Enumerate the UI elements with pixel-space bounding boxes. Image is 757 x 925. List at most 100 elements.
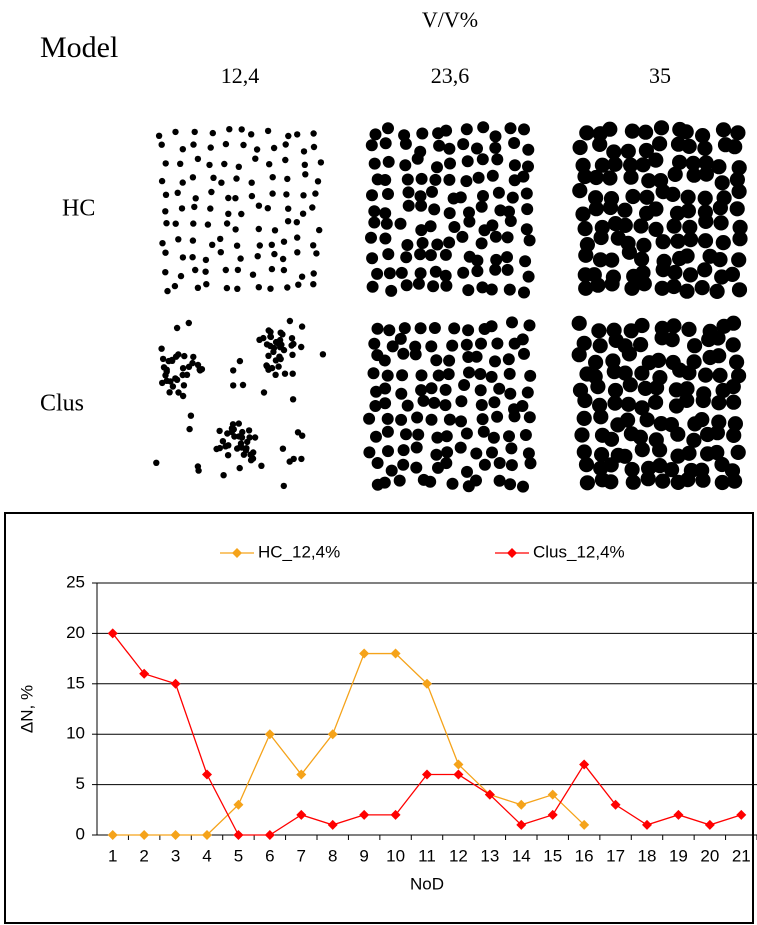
particle	[366, 252, 379, 265]
particle	[415, 172, 428, 185]
particle	[485, 283, 498, 296]
particle	[270, 144, 278, 152]
particle	[712, 200, 729, 216]
column-label: 23,6	[431, 63, 470, 88]
particle	[709, 444, 725, 461]
particle	[280, 266, 288, 274]
particle	[724, 266, 741, 282]
particle	[638, 124, 654, 140]
x-tick-label: 3	[171, 846, 180, 865]
particle	[654, 280, 670, 296]
particle	[607, 156, 623, 172]
particle	[635, 157, 651, 173]
particle	[680, 203, 697, 219]
particle	[711, 395, 727, 411]
particle	[620, 396, 637, 412]
particle	[501, 251, 513, 264]
particle	[588, 201, 604, 217]
point	[170, 830, 181, 840]
particle	[732, 219, 748, 235]
particle	[633, 337, 649, 353]
particle	[521, 386, 534, 399]
particle	[267, 342, 274, 350]
particle	[665, 186, 681, 202]
particle	[298, 273, 306, 280]
particle	[461, 155, 474, 168]
particle	[602, 199, 619, 216]
particle	[443, 236, 456, 249]
particle	[379, 207, 392, 220]
particle	[192, 266, 199, 274]
particle	[652, 136, 668, 152]
particle	[282, 156, 289, 164]
particle	[428, 203, 441, 216]
particle	[232, 226, 239, 233]
particle	[633, 218, 649, 234]
particle	[731, 160, 747, 176]
particle	[386, 340, 399, 353]
x-tick-label: 17	[606, 846, 625, 865]
particle	[516, 400, 529, 412]
point	[390, 809, 401, 820]
particle	[666, 318, 682, 334]
particle	[687, 338, 703, 354]
particle	[171, 282, 179, 290]
particle	[221, 160, 228, 168]
particle	[685, 155, 701, 171]
particle	[206, 161, 213, 169]
x-tick-label: 15	[543, 846, 562, 865]
particle	[189, 174, 197, 181]
particle	[695, 392, 711, 409]
particle	[175, 236, 182, 243]
particle	[232, 195, 239, 202]
particle	[577, 221, 593, 237]
particle	[275, 340, 282, 347]
particle	[189, 237, 197, 244]
particle	[727, 473, 743, 489]
particle	[454, 441, 467, 454]
particle	[680, 189, 696, 205]
particle	[470, 474, 482, 487]
particle	[426, 185, 438, 198]
particle	[648, 394, 664, 410]
particle	[194, 155, 202, 163]
particle	[714, 175, 730, 191]
particle	[397, 347, 410, 360]
particle	[590, 379, 606, 395]
particle	[185, 319, 192, 327]
particle	[520, 223, 533, 236]
particle	[223, 284, 231, 292]
particle	[636, 237, 652, 253]
particle	[641, 173, 657, 189]
particle	[475, 200, 488, 213]
particle	[219, 438, 227, 445]
particle	[179, 146, 186, 153]
particle	[190, 220, 197, 227]
particle	[714, 474, 730, 491]
x-axis-label: NoD	[410, 874, 444, 893]
particle	[442, 368, 455, 381]
particle	[624, 280, 640, 296]
particle	[440, 430, 453, 443]
particle	[312, 190, 319, 197]
particle	[268, 241, 275, 248]
particle	[370, 430, 382, 443]
particle	[363, 412, 376, 425]
x-tick-label: 6	[265, 846, 274, 865]
point	[359, 809, 370, 820]
legend-marker	[232, 548, 242, 558]
particle	[174, 189, 181, 196]
particle	[476, 153, 489, 166]
particle	[175, 389, 182, 396]
particle	[729, 172, 746, 188]
particle	[576, 410, 592, 426]
particle	[456, 230, 469, 243]
particle	[411, 411, 424, 424]
particle	[293, 219, 300, 226]
particle	[178, 205, 186, 212]
particle	[726, 427, 742, 443]
particle	[489, 230, 502, 243]
particle	[309, 204, 316, 211]
point	[359, 648, 370, 659]
particle	[162, 160, 169, 167]
